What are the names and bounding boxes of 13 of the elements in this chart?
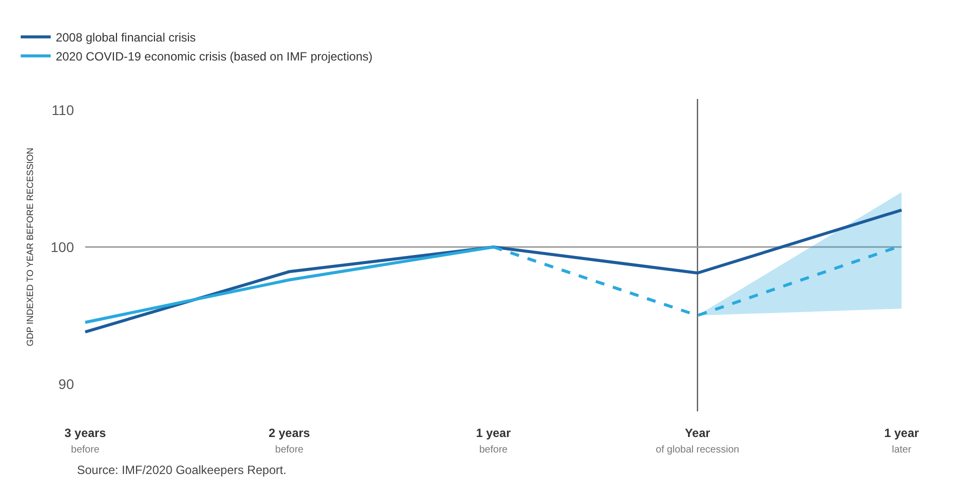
y-tick-label: 100 [50,238,74,255]
x-tick-label: Year of global recession [656,426,740,456]
y-tick-label: 90 [58,376,74,392]
line-series [84,208,904,334]
x-tick-label: 1 year later [884,426,920,456]
y-axis-title: GDP INDEXED TO YEAR BEFORE RECESSION [24,148,35,346]
legend-label: 2020 COVID-19 economic crisis (based on IMF projections) [56,50,373,64]
legend-label: 2008 global financial crisis [56,30,196,44]
x-tick-label: 2 years before [268,426,310,456]
x-tick-label: 3 years before [64,426,106,456]
source-note: Source: IMF/2020 Goalkeepers Report. [77,463,286,477]
y-tick-label: 110 [52,102,74,118]
x-tick-label: 1 year before [476,426,512,456]
